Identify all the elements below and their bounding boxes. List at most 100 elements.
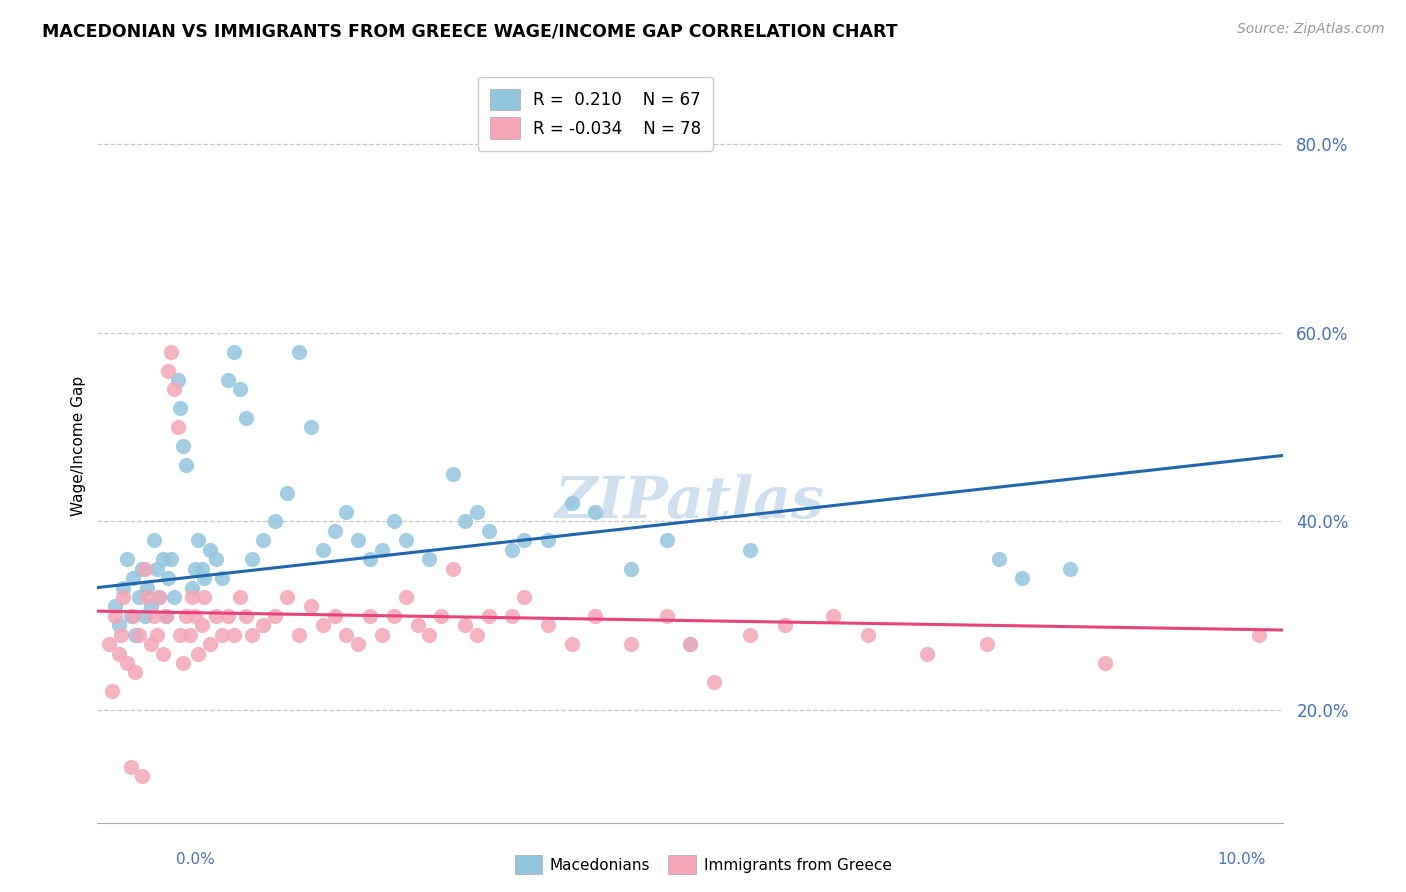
Point	[148, 590, 170, 604]
Point	[104, 599, 127, 614]
Point	[217, 373, 239, 387]
Point	[120, 760, 142, 774]
Point	[148, 590, 170, 604]
Y-axis label: Wage/Income Gap: Wage/Income Gap	[72, 376, 86, 516]
Point	[198, 637, 221, 651]
Point	[240, 628, 263, 642]
Point	[976, 637, 998, 651]
Point	[163, 383, 186, 397]
Point	[478, 524, 501, 538]
Point	[183, 562, 205, 576]
Point	[501, 608, 523, 623]
Point	[181, 581, 204, 595]
Point	[187, 647, 209, 661]
Point	[465, 628, 488, 642]
Point	[655, 608, 678, 623]
Point	[163, 590, 186, 604]
Point	[152, 647, 174, 661]
Point	[537, 533, 560, 548]
Text: 0.0%: 0.0%	[176, 852, 215, 867]
Point	[112, 590, 135, 604]
Point	[679, 637, 702, 651]
Point	[205, 552, 228, 566]
Point	[987, 552, 1010, 566]
Point	[821, 608, 844, 623]
Point	[382, 608, 405, 623]
Point	[143, 533, 166, 548]
Point	[347, 533, 370, 548]
Text: Source: ZipAtlas.com: Source: ZipAtlas.com	[1237, 22, 1385, 37]
Point	[131, 769, 153, 783]
Point	[100, 684, 122, 698]
Point	[179, 628, 201, 642]
Point	[917, 647, 939, 661]
Legend: Macedonians, Immigrants from Greece: Macedonians, Immigrants from Greece	[509, 849, 897, 880]
Point	[441, 562, 464, 576]
Point	[537, 618, 560, 632]
Point	[115, 656, 138, 670]
Point	[264, 608, 287, 623]
Point	[1011, 571, 1033, 585]
Point	[240, 552, 263, 566]
Point	[120, 608, 142, 623]
Point	[311, 618, 333, 632]
Point	[145, 562, 167, 576]
Point	[134, 608, 156, 623]
Point	[217, 608, 239, 623]
Point	[679, 637, 702, 651]
Legend: R =  0.210    N = 67, R = -0.034    N = 78: R = 0.210 N = 67, R = -0.034 N = 78	[478, 77, 713, 151]
Point	[205, 608, 228, 623]
Point	[311, 542, 333, 557]
Point	[172, 656, 194, 670]
Point	[167, 373, 190, 387]
Point	[288, 628, 311, 642]
Point	[157, 571, 180, 585]
Point	[252, 618, 274, 632]
Point	[620, 637, 643, 651]
Point	[347, 637, 370, 651]
Point	[128, 628, 150, 642]
Text: MACEDONIAN VS IMMIGRANTS FROM GREECE WAGE/INCOME GAP CORRELATION CHART: MACEDONIAN VS IMMIGRANTS FROM GREECE WAG…	[42, 22, 898, 40]
Point	[139, 637, 162, 651]
Point	[172, 439, 194, 453]
Point	[222, 628, 245, 642]
Point	[1249, 628, 1271, 642]
Point	[190, 562, 212, 576]
Point	[122, 608, 145, 623]
Point	[288, 344, 311, 359]
Point	[228, 383, 250, 397]
Point	[276, 486, 298, 500]
Point	[228, 590, 250, 604]
Point	[110, 628, 132, 642]
Point	[276, 590, 298, 604]
Point	[157, 363, 180, 377]
Point	[198, 542, 221, 557]
Point	[193, 590, 215, 604]
Point	[145, 628, 167, 642]
Point	[323, 524, 346, 538]
Point	[183, 608, 205, 623]
Point	[418, 552, 440, 566]
Point	[583, 505, 606, 519]
Point	[211, 628, 233, 642]
Point	[299, 599, 322, 614]
Point	[620, 562, 643, 576]
Point	[406, 618, 429, 632]
Point	[115, 552, 138, 566]
Point	[136, 581, 159, 595]
Point	[235, 410, 257, 425]
Point	[856, 628, 879, 642]
Point	[395, 533, 418, 548]
Point	[430, 608, 453, 623]
Point	[107, 647, 129, 661]
Point	[155, 608, 177, 623]
Point	[174, 608, 197, 623]
Point	[478, 608, 501, 623]
Point	[359, 608, 381, 623]
Point	[152, 552, 174, 566]
Point	[143, 608, 166, 623]
Point	[124, 628, 146, 642]
Point	[169, 401, 191, 416]
Point	[1059, 562, 1081, 576]
Point	[738, 628, 761, 642]
